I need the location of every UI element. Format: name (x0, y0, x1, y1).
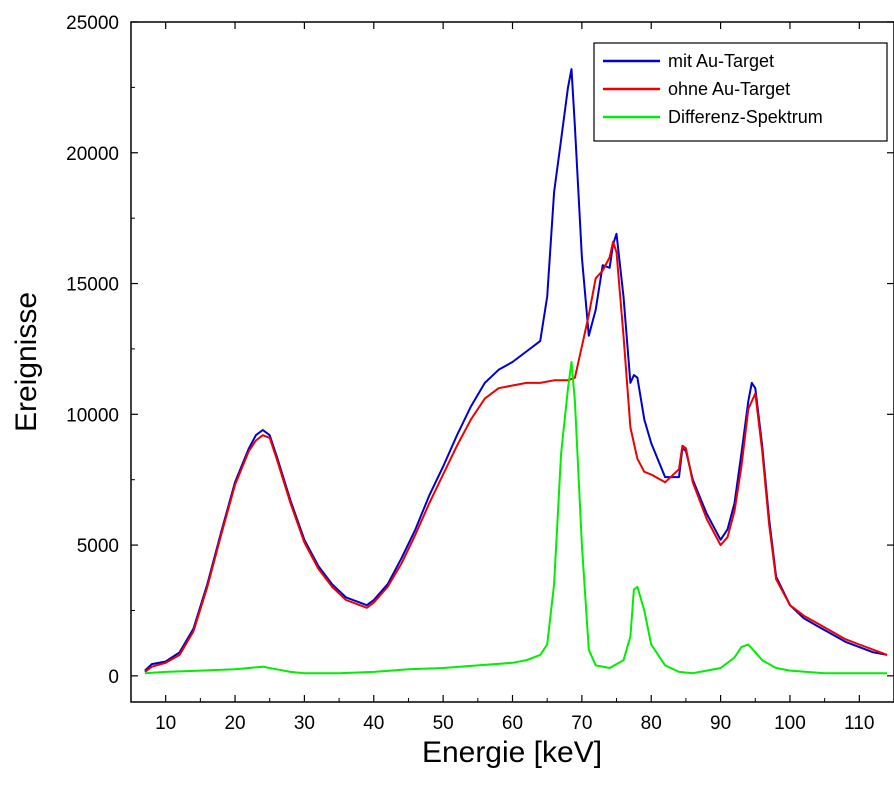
x-tick-label: 110 (844, 713, 874, 734)
series-line-differenz-spektrum (144, 361, 888, 675)
y-axis-ticks: 0 5000 10000 15000 20000 25000 (66, 13, 894, 688)
x-tick-label: 10 (155, 713, 176, 734)
y-tick-label: 10000 (66, 405, 119, 426)
y-tick-label: 0 (108, 667, 119, 688)
x-tick-label: 100 (774, 713, 806, 734)
y-tick-label: 20000 (66, 144, 119, 165)
x-tick-label: 30 (294, 713, 315, 734)
series-line-ohne-au-target (144, 240, 888, 673)
x-tick-label: 80 (641, 713, 662, 734)
x-tick-label: 70 (571, 713, 592, 734)
x-tick-label: 50 (433, 713, 454, 734)
x-axis-title: Energie [keV] (422, 736, 602, 769)
y-tick-label: 15000 (66, 275, 119, 296)
y-axis-title: Ereignisse (10, 292, 43, 432)
y-tick-label: 25000 (66, 13, 119, 34)
legend: mit Au-Target ohne Au-Target Differenz-Spe… (593, 42, 888, 142)
x-tick-label: 60 (502, 713, 523, 734)
series-layer (144, 68, 888, 675)
x-tick-label: 20 (224, 713, 245, 734)
x-axis-ticks: 10 20 30 40 50 60 70 80 90 100 110 (130, 22, 894, 734)
legend-box (593, 42, 888, 142)
x-tick-label: 40 (363, 713, 384, 734)
x-tick-label: 90 (710, 713, 731, 734)
legend-label: Differenz-Spektrum (668, 107, 823, 127)
legend-label: mit Au-Target (668, 51, 774, 71)
y-tick-label: 5000 (77, 536, 119, 557)
legend-label: ohne Au-Target (668, 79, 790, 99)
